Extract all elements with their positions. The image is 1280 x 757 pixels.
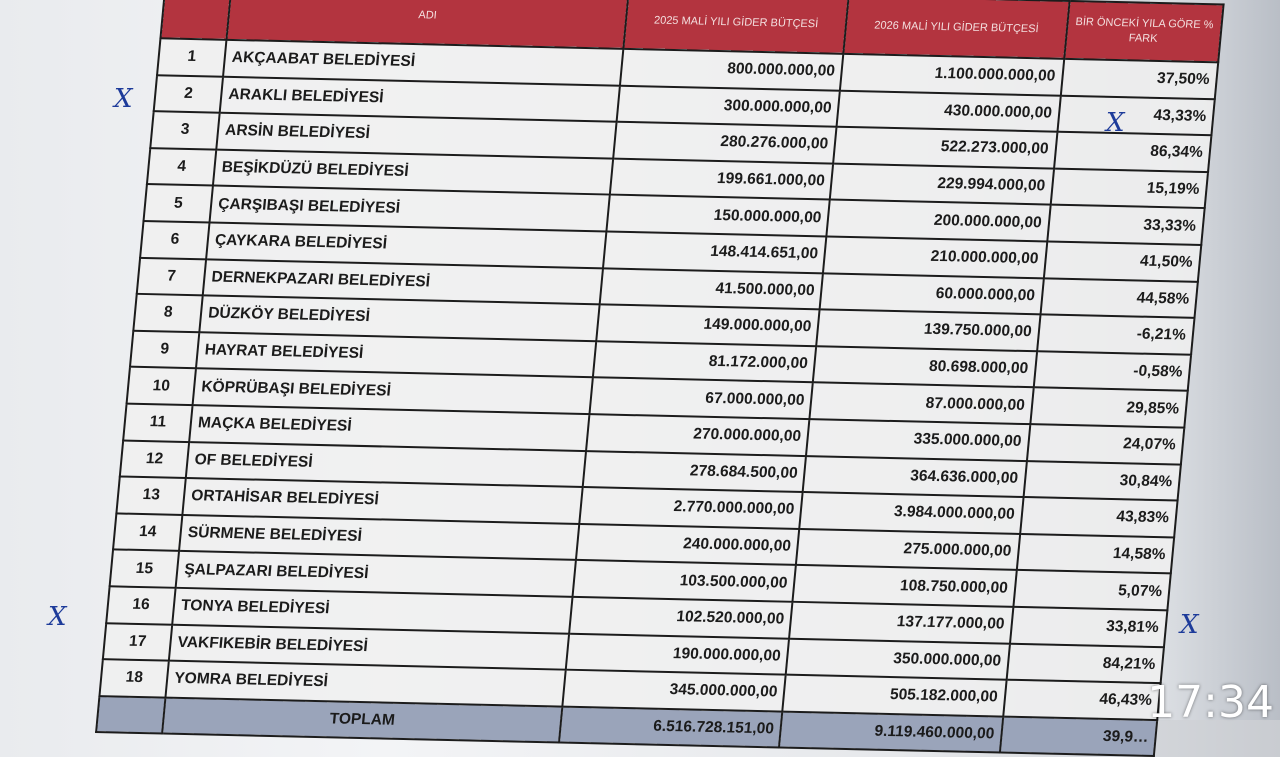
- handwritten-x-mark: X: [114, 84, 133, 114]
- percent-change: 86,34%: [1053, 131, 1212, 172]
- budget-2026: 1.100.000.000,00: [840, 53, 1064, 96]
- row-number: 6: [140, 220, 210, 259]
- budget-2025: 148.414.651,00: [602, 231, 827, 273]
- handwritten-x-mark: X: [1180, 610, 1199, 640]
- percent-change: -0,58%: [1033, 351, 1192, 392]
- handwritten-x-mark: X: [1106, 108, 1125, 138]
- clock-overlay: 17:34: [1147, 677, 1274, 728]
- header-budget-2026: 2026 MALİ YILI GİDER BÜTÇESİ: [843, 0, 1070, 59]
- budget-2026: 522.273.000,00: [833, 126, 1058, 169]
- budget-2026: 505.182.000,00: [782, 674, 1007, 717]
- row-number: 17: [102, 622, 173, 661]
- percent-change: 46,43%: [1002, 679, 1161, 720]
- row-number: 3: [150, 111, 220, 150]
- budget-table: ADI 2025 MALİ YILI GİDER BÜTÇESİ 2026 MA…: [95, 0, 1225, 757]
- budget-2025: 102.520.000,00: [569, 596, 793, 639]
- budget-2026: 229.994.000,00: [830, 163, 1054, 205]
- row-number: 14: [113, 513, 183, 552]
- percent-change: 30,84%: [1023, 460, 1181, 501]
- budget-2025: 800.000.000,00: [619, 48, 844, 91]
- budget-2025: 41.500.000,00: [599, 267, 824, 310]
- row-number: 15: [109, 549, 180, 588]
- budget-2026: 3.984.000.000,00: [799, 492, 1024, 534]
- budget-2026: 275.000.000,00: [796, 528, 1020, 571]
- percent-change: 5,07%: [1013, 570, 1171, 611]
- row-number: 18: [99, 659, 169, 698]
- total-no: [96, 695, 166, 734]
- percent-change: 33,81%: [1009, 606, 1168, 647]
- row-number: 4: [146, 147, 217, 186]
- percent-change: -6,21%: [1036, 314, 1195, 355]
- row-number: 11: [123, 403, 193, 442]
- header-budget-2025: 2025 MALİ YILI GİDER BÜTÇESİ: [623, 0, 849, 54]
- row-number: 7: [136, 257, 207, 296]
- budget-2025: 150.000.000,00: [606, 194, 831, 237]
- budget-2025: 2.770.000.000,00: [579, 487, 803, 529]
- row-number: 8: [133, 293, 203, 333]
- budget-2025: 103.500.000,00: [572, 560, 797, 602]
- budget-2025: 149.000.000,00: [596, 304, 820, 347]
- percent-change: 15,19%: [1050, 168, 1209, 209]
- row-number: 2: [153, 74, 224, 113]
- budget-2025: 345.000.000,00: [562, 669, 786, 712]
- percent-change: 44,58%: [1040, 277, 1198, 318]
- budget-2025: 67.000.000,00: [589, 377, 814, 420]
- percent-change: 43,83%: [1019, 497, 1178, 538]
- budget-2025: 199.661.000,00: [609, 158, 834, 200]
- row-number: 9: [129, 330, 200, 369]
- budget-2026: 80.698.000,00: [813, 346, 1037, 388]
- header-no: [160, 0, 232, 40]
- row-number: 16: [106, 586, 176, 625]
- budget-2026: 108.750.000,00: [792, 565, 1017, 607]
- row-number: 13: [116, 476, 186, 515]
- row-number: 10: [126, 367, 197, 406]
- budget-2026: 350.000.000,00: [785, 638, 1010, 680]
- percent-change: 84,21%: [1006, 643, 1164, 684]
- budget-2026: 139.750.000,00: [816, 309, 1041, 352]
- percent-change: 24,07%: [1026, 424, 1185, 465]
- budget-2025: 190.000.000,00: [565, 633, 790, 675]
- percent-change: 29,85%: [1030, 387, 1188, 428]
- percent-change: 43,33%: [1057, 95, 1215, 136]
- budget-2025: 270.000.000,00: [585, 414, 810, 456]
- budget-2026: 87.000.000,00: [809, 382, 1034, 425]
- header-change: BİR ÖNCEKİ YILA GÖRE % FARK: [1063, 0, 1224, 63]
- budget-2025: 300.000.000,00: [616, 85, 841, 127]
- budget-2026: 60.000.000,00: [819, 272, 1044, 315]
- percent-change: 41,50%: [1043, 241, 1202, 282]
- handwritten-x-mark: X: [48, 602, 67, 632]
- total-label: TOPLAM: [162, 697, 563, 743]
- budget-2026: 137.177.000,00: [789, 601, 1014, 644]
- percent-change: 33,33%: [1046, 204, 1205, 245]
- percent-change: 37,50%: [1060, 58, 1219, 99]
- budget-2025: 81.172.000,00: [592, 341, 817, 383]
- budget-2026: 335.000.000,00: [806, 419, 1031, 461]
- budget-2026: 210.000.000,00: [823, 236, 1047, 278]
- percent-change: 14,58%: [1016, 533, 1175, 574]
- row-number: 12: [119, 440, 190, 479]
- total-2026: 9.119.460.000,00: [779, 711, 1003, 753]
- budget-2026: 364.636.000,00: [802, 455, 1027, 498]
- budget-table-sheet: ADI 2025 MALİ YILI GİDER BÜTÇESİ 2026 MA…: [95, 0, 1225, 757]
- row-number: 5: [143, 184, 214, 223]
- budget-2025: 278.684.500,00: [582, 450, 807, 493]
- budget-2026: 200.000.000,00: [826, 199, 1051, 242]
- total-2025: 6.516.728.151,00: [558, 706, 783, 748]
- row-number: 1: [157, 38, 227, 77]
- budget-2025: 280.276.000,00: [613, 121, 837, 164]
- total-change: 39,9…: [999, 716, 1158, 757]
- budget-2025: 240.000.000,00: [575, 523, 800, 566]
- budget-2026: 430.000.000,00: [836, 90, 1061, 132]
